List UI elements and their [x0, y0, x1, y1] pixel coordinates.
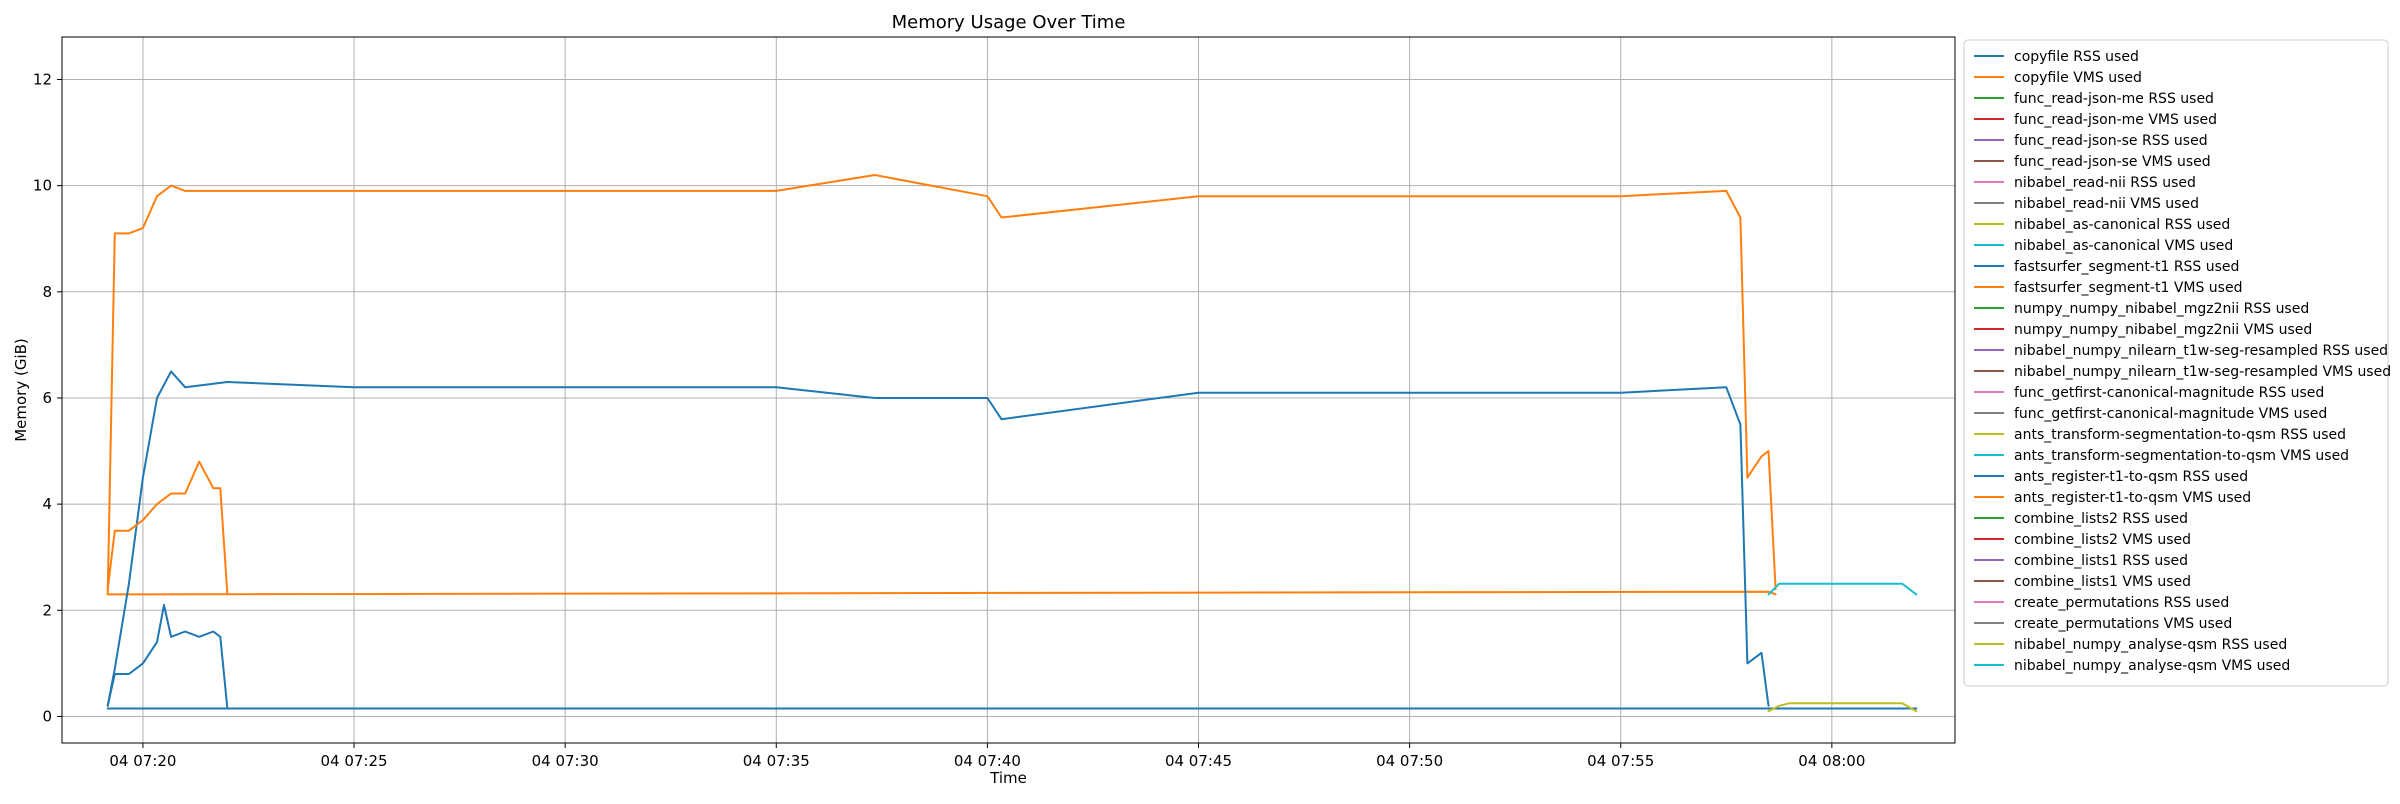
x-tick-label: 04 07:50 [1376, 752, 1443, 770]
legend-entry-label: ants_transform-segmentation-to-qsm VMS u… [2014, 448, 2349, 464]
axis-layer: 04 07:20 04 07:25 04 07:30 04 07:35 04 07:40… [33, 70, 1865, 770]
legend-entry-label: func_read-json-se VMS used [2014, 154, 2211, 170]
legend-entry-label: nibabel_as-canonical RSS used [2014, 217, 2230, 233]
x-tick-label: 04 07:40 [954, 752, 1021, 770]
series-line-29 [1767, 582, 1918, 596]
x-axis-label: Time [989, 769, 1027, 787]
y-tick-label: 0 [42, 707, 52, 725]
legend-entry-label: func_getfirst-canonical-magnitude RSS us… [2014, 385, 2324, 401]
legend-entry-label: combine_lists2 RSS used [2014, 511, 2188, 527]
legend-entry-label: nibabel_numpy_analyse-qsm VMS used [2014, 658, 2290, 674]
legend-entry-label: nibabel_read-nii VMS used [2014, 196, 2199, 212]
legend-entry-label: fastsurfer_segment-t1 VMS used [2014, 280, 2242, 296]
legend-entry-label: nibabel_numpy_analyse-qsm RSS used [2014, 637, 2287, 653]
series-line-10 [106, 370, 1770, 707]
legend-entry-label: nibabel_as-canonical VMS used [2014, 238, 2233, 254]
legend-frame [1963, 39, 2389, 687]
legend-entry-label: create_permutations RSS used [2014, 595, 2229, 611]
legend-entry-label: nibabel_numpy_nilearn_t1w-seg-resampled … [2014, 364, 2391, 380]
legend-entry-label: func_read-json-me RSS used [2014, 91, 2214, 107]
y-tick-label: 6 [42, 389, 52, 407]
series-line-1 [106, 590, 1777, 596]
legend-entry-label: copyfile VMS used [2014, 70, 2142, 86]
grid-layer [62, 37, 1955, 743]
y-tick-label: 8 [42, 283, 52, 301]
x-tick-label: 04 07:35 [743, 752, 810, 770]
x-tick-label: 04 07:55 [1587, 752, 1654, 770]
legend-entry-label: combine_lists2 VMS used [2014, 532, 2191, 548]
legend-entry-label: fastsurfer_segment-t1 RSS used [2014, 259, 2239, 275]
legend-entry-label: ants_register-t1-to-qsm RSS used [2014, 469, 2248, 485]
series-line-21 [106, 460, 229, 596]
x-tick-label: 04 07:20 [109, 752, 176, 770]
y-tick-label: 4 [42, 495, 52, 513]
legend-entry-label: create_permutations VMS used [2014, 616, 2232, 632]
legend-entry-label: combine_lists1 RSS used [2014, 553, 2188, 569]
x-tick-label: 04 07:45 [1165, 752, 1232, 770]
x-tick-label: 04 07:25 [320, 752, 387, 770]
legend-entry-label: ants_register-t1-to-qsm VMS used [2014, 490, 2251, 506]
plot-frame [61, 36, 1956, 744]
y-axis-label: Memory (GiB) [12, 338, 30, 442]
legend-entry-label: combine_lists1 VMS used [2014, 574, 2191, 590]
series-line-11 [106, 174, 1777, 596]
y-tick-label: 12 [33, 70, 52, 88]
x-tick-label: 04 07:30 [532, 752, 599, 770]
legend-entry-label: numpy_numpy_nibabel_mgz2nii RSS used [2014, 301, 2309, 317]
y-tick-label: 10 [33, 177, 52, 195]
legend: copyfile RSS used copyfile VMS used func_r… [1963, 39, 2391, 687]
legend-entry-label: numpy_numpy_nibabel_mgz2nii VMS used [2014, 322, 2312, 338]
legend-entry-label: func_getfirst-canonical-magnitude VMS us… [2014, 406, 2327, 422]
chart-title: Memory Usage Over Time [892, 12, 1126, 33]
series-line-20 [106, 604, 229, 710]
legend-entry-label: copyfile RSS used [2014, 49, 2139, 65]
legend-entry-label: ants_transform-segmentation-to-qsm RSS u… [2014, 427, 2346, 443]
x-tick-label: 04 08:00 [1798, 752, 1865, 770]
series-line-28 [1767, 702, 1918, 713]
legend-entry-label: func_read-json-me VMS used [2014, 112, 2217, 128]
legend-entry-label: nibabel_read-nii RSS used [2014, 175, 2196, 191]
series-layer [106, 174, 1918, 713]
legend-entry-label: nibabel_numpy_nilearn_t1w-seg-resampled … [2014, 343, 2388, 359]
legend-entry-label: func_read-json-se RSS used [2014, 133, 2208, 149]
y-tick-label: 2 [42, 601, 52, 619]
